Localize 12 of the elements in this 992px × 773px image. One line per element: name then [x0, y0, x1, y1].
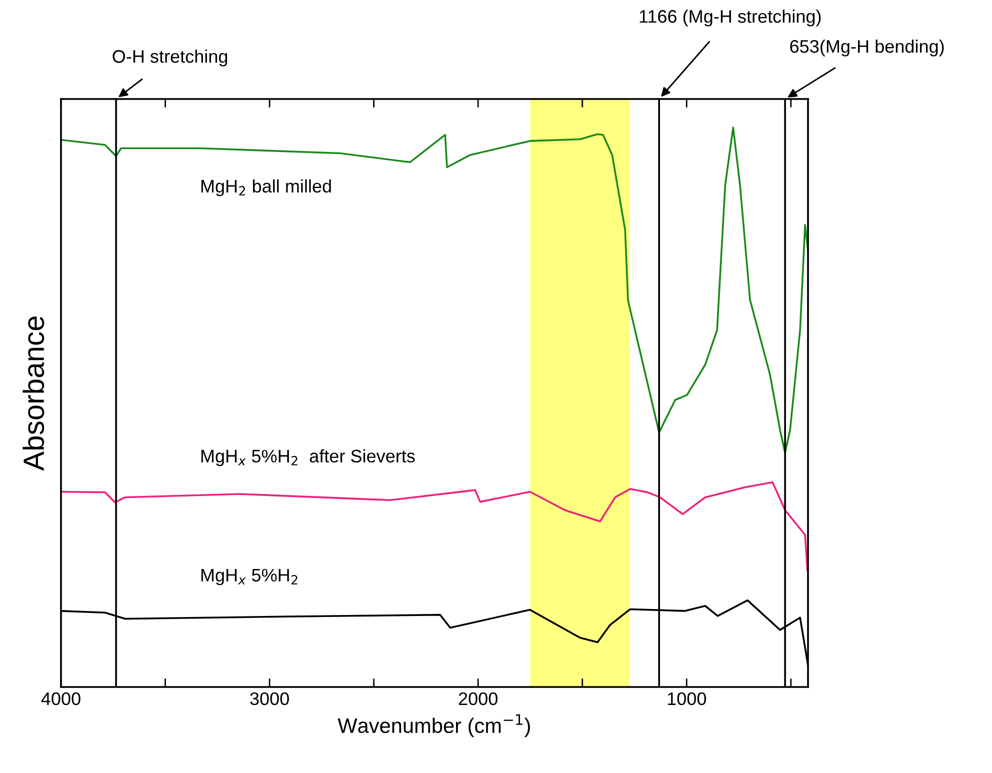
ref-line-label: 653(Mg-H bending) [790, 40, 944, 56]
x-tick-label: 3000 [250, 692, 289, 706]
x-tick-label: 2000 [458, 692, 498, 706]
y-axis-title: Absorbance [22, 316, 44, 471]
x-axis-title: Wavenumber (cm$^{−1}$) [338, 714, 530, 738]
x-tick-label: 4000 [41, 692, 80, 706]
ref-line-label: 1166 (Mg-H stretching) [640, 10, 821, 26]
series-label: MgH$_{2}$ ball milled [201, 179, 331, 196]
x-tick-label: 1000 [668, 692, 706, 706]
ref-line-label: O-H stretching [112, 50, 228, 66]
series-label: MgH$_{x}$ 5%H$_{2}$ [201, 568, 298, 586]
series-label: MgH$_{x}$ 5%H$_{2}$ after Sieverts [201, 449, 415, 466]
